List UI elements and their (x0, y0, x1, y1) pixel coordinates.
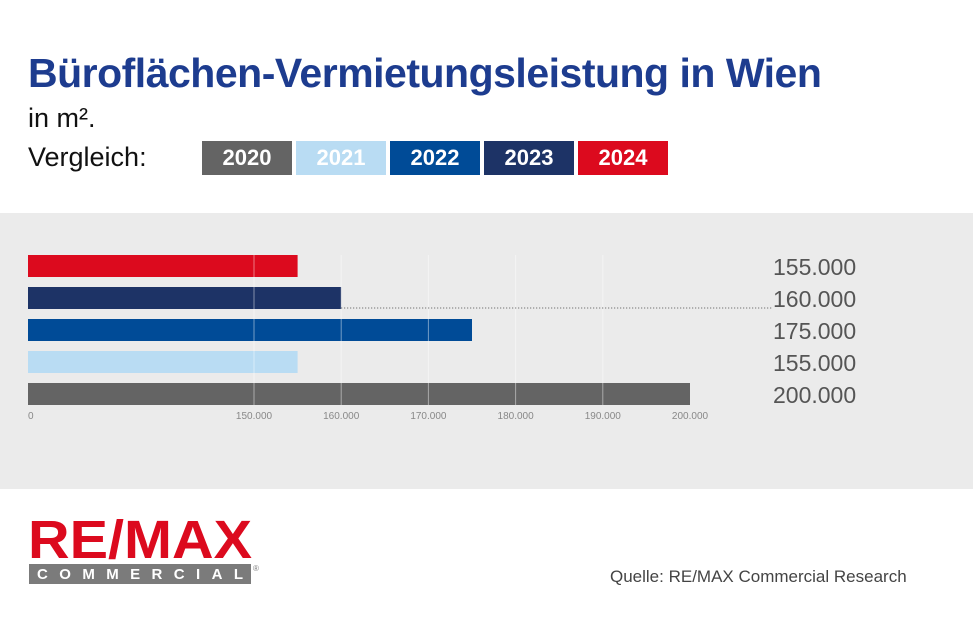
legend-item-2024: 2024 (578, 141, 668, 175)
bar-2022 (28, 319, 472, 341)
legend-item-2020: 2020 (202, 141, 292, 175)
value-label-2022: 175.000 (773, 318, 856, 344)
source-note: Quelle: RE/MAX Commercial Research (610, 567, 907, 586)
value-label-2021: 155.000 (773, 350, 856, 376)
tick-label: 160.000 (323, 411, 360, 422)
logo-brand-bottom: COMMERCIAL (37, 566, 243, 583)
bar-2024 (28, 255, 298, 277)
legend-item-2022: 2022 (390, 141, 480, 175)
legend: 2020 2021 2022 2023 2024 (202, 141, 668, 175)
bar-2020 (28, 383, 690, 405)
tick-label: 150.000 (236, 411, 273, 422)
bar-2021 (28, 351, 298, 373)
value-label-2023: 160.000 (773, 286, 856, 312)
unit-subtitle: in m². (28, 103, 96, 133)
logo-brand-top: RE/MAX (28, 511, 252, 570)
remax-commercial-logo: RE/MAX COMMERCIAL ® (28, 511, 259, 584)
tick-label: 200.000 (672, 411, 709, 422)
legend-item-2023: 2023 (484, 141, 574, 175)
logo-registered-mark: ® (253, 564, 259, 573)
compare-label: Vergleich: (28, 142, 147, 172)
bar-chart: 155.000 160.000 175.000 155.000 200.000 0 150.… (28, 254, 856, 422)
bar-2023 (28, 287, 342, 309)
logo-bar (29, 564, 251, 584)
tick-label: 190.000 (585, 411, 622, 422)
page-title: Büroflächen-Vermietungsleistung in Wien (28, 50, 822, 96)
legend-item-2021: 2021 (296, 141, 386, 175)
tick-label: 0 (28, 411, 34, 422)
tick-label: 180.000 (498, 411, 535, 422)
tick-label: 170.000 (410, 411, 447, 422)
value-label-2020: 200.000 (773, 382, 856, 408)
chart-panel: 155.000 160.000 175.000 155.000 200.000 0 150.… (0, 213, 973, 489)
value-label-2024: 155.000 (773, 254, 856, 280)
